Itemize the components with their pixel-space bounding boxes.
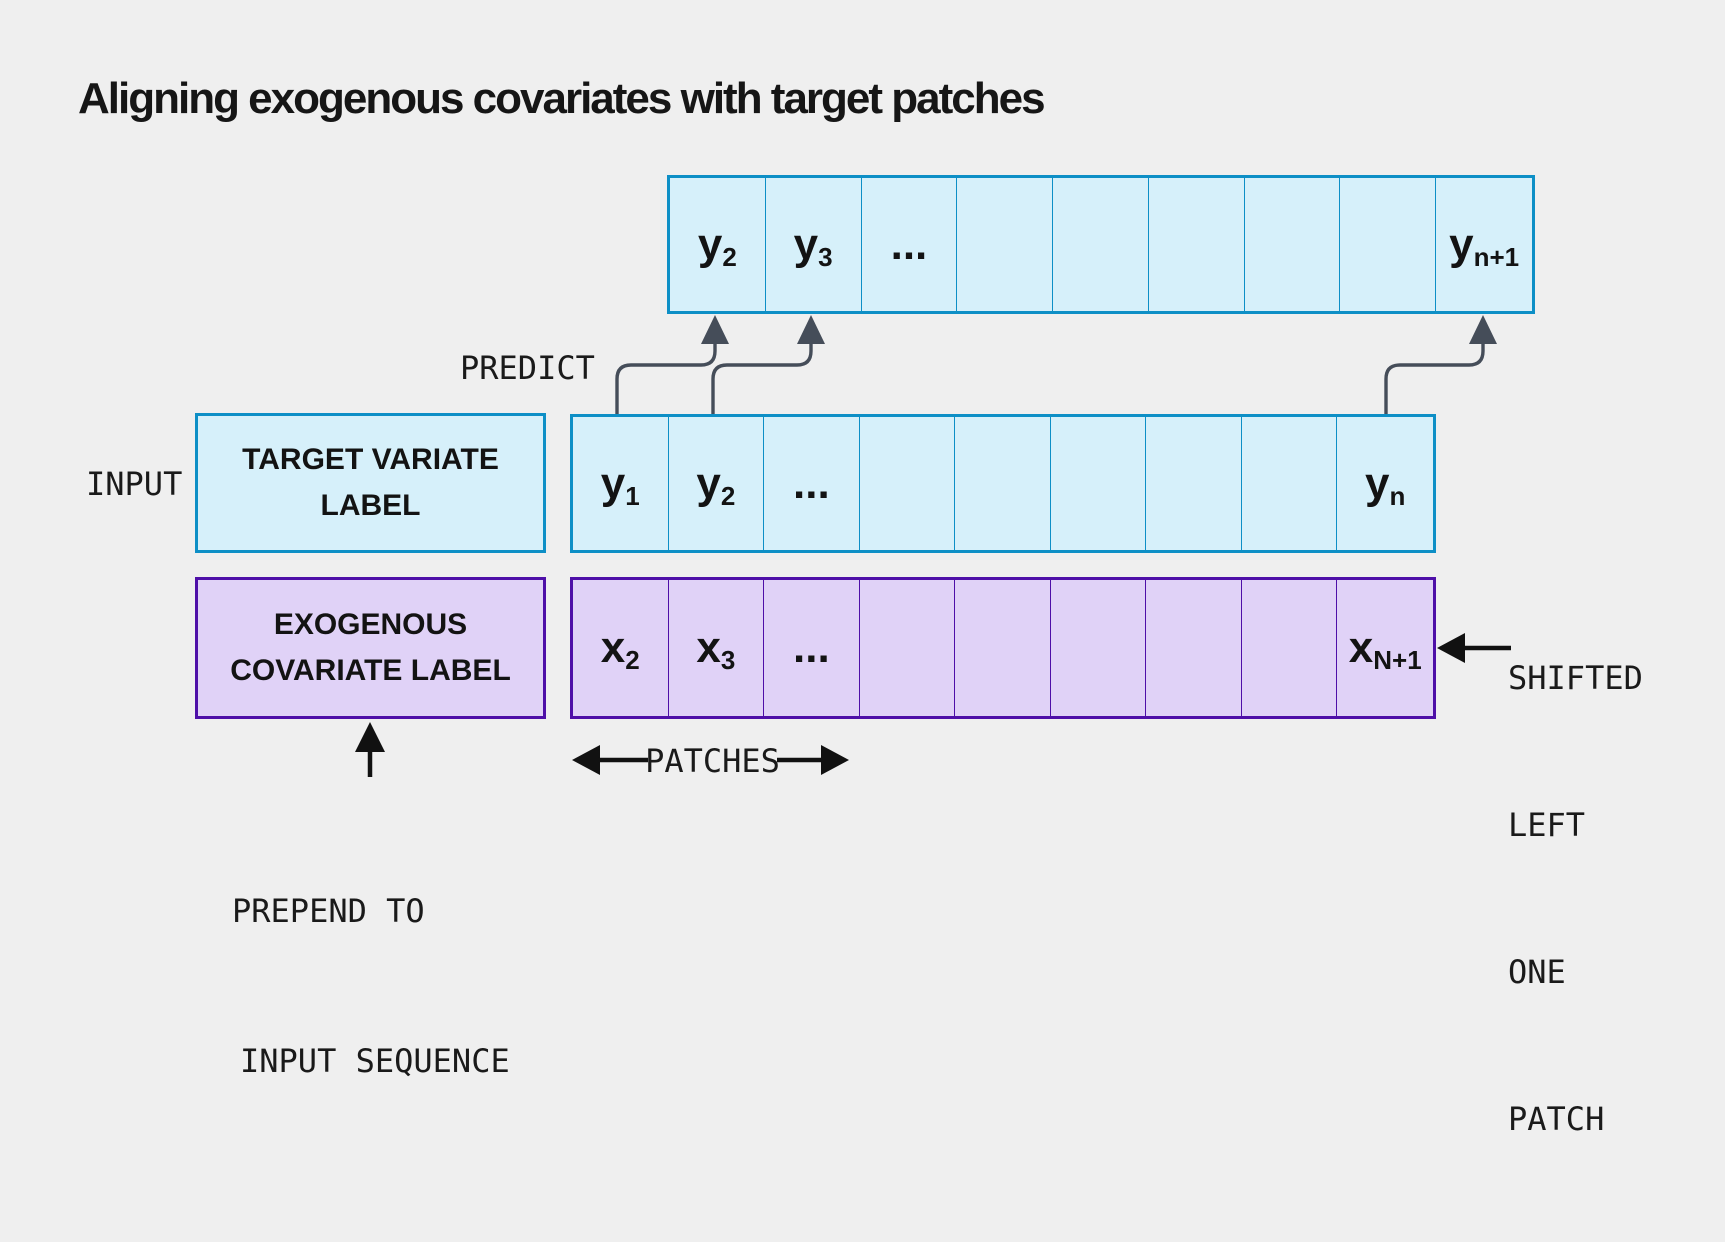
patch-sublabel: 2 [720, 480, 736, 511]
shifted-line: SHIFTED [1508, 659, 1643, 697]
patch-label: x [696, 623, 721, 672]
patch-label: y [697, 219, 723, 269]
predict-arrowhead-2 [797, 315, 825, 344]
patch-label: ... [793, 458, 830, 508]
patch-cell [1146, 580, 1242, 716]
prepend-arrowhead [355, 722, 385, 752]
diagram-canvas: Aligning exogenous covariates with targe… [78, 74, 1643, 1138]
predict-arrowhead-3 [1469, 315, 1497, 344]
exogenous-label-line2: COVARIATE LABEL [230, 654, 511, 687]
input-annotation: INPUT [86, 465, 183, 503]
patch-sublabel: 2 [722, 241, 737, 272]
patches-arrowhead-left [572, 745, 600, 775]
patch-cell [955, 580, 1051, 716]
patch-cell [860, 580, 956, 716]
patch-label: ... [890, 219, 928, 269]
shifted-left-annotation: SHIFTED LEFT ONE PATCH [1508, 556, 1643, 1242]
predict-arrowhead-1 [701, 315, 729, 344]
patch-cell [955, 417, 1051, 550]
patch-cell: ... [764, 417, 860, 550]
shifted-left-arrow [1437, 633, 1511, 663]
shifted-line: ONE [1508, 953, 1566, 991]
target-variate-label-box: TARGET VARIATE LABEL [195, 413, 546, 553]
patch-cell [1051, 580, 1147, 716]
patch-cell [1245, 178, 1341, 311]
target-variate-label-line1: TARGET VARIATE [242, 442, 499, 476]
patch-label: y [1365, 458, 1390, 508]
shifted-line: PATCH [1508, 1100, 1605, 1138]
patch-sublabel: N+1 [1373, 645, 1422, 675]
predict-arrow-1 [615, 344, 717, 414]
patch-cell: y n+1 [1436, 178, 1532, 311]
exogenous-covariate-label-box: EXOGENOUS COVARIATE LABEL [195, 577, 546, 719]
patch-cell [1051, 417, 1147, 550]
predict-arrow-3 [1384, 344, 1485, 414]
patch-label: x [1348, 623, 1374, 672]
shifted-arrowhead [1437, 633, 1465, 663]
prepend-line: PREPEND TO [232, 892, 425, 930]
patches-annotation: PATCHES [645, 742, 780, 780]
patch-label: y [793, 219, 819, 269]
patch-cell: x N+1 [1337, 580, 1433, 716]
patch-cell [1340, 178, 1437, 311]
patch-cell [860, 417, 956, 550]
shifted-line: LEFT [1508, 806, 1586, 844]
exogenous-label-line1: EXOGENOUS [273, 607, 468, 641]
patch-cell [1149, 178, 1245, 311]
patch-label: y [600, 458, 626, 508]
patch-cell [1242, 580, 1338, 716]
prepend-line: INPUT SEQUENCE [240, 1042, 510, 1080]
patch-label: y [696, 458, 721, 508]
patch-sublabel: n [1389, 480, 1406, 511]
patch-cell [1242, 417, 1338, 550]
patch-sublabel: 3 [720, 645, 736, 675]
patch-label: x [600, 623, 626, 672]
target-variate-label-line2: LABEL [320, 489, 421, 522]
patch-sublabel: 1 [625, 480, 640, 511]
patch-label: y [1449, 219, 1474, 269]
patch-cell: ... [862, 178, 958, 311]
patch-cell [957, 178, 1054, 311]
patch-sublabel: n+1 [1473, 241, 1520, 272]
patch-label: ... [793, 623, 830, 672]
patch-cell [1053, 178, 1149, 311]
patch-sublabel: 2 [625, 645, 640, 675]
prepend-annotation: PREPEND TO INPUT SEQUENCE [232, 786, 510, 1186]
predict-arrow-2 [711, 344, 813, 414]
patches-arrowhead-right [821, 745, 849, 775]
page-title: Aligning exogenous covariates with targe… [78, 74, 1046, 123]
prepend-arrow [355, 722, 385, 777]
patch-cell [1146, 417, 1242, 550]
patch-sublabel: 3 [818, 241, 833, 272]
patch-cell: ... [764, 580, 860, 716]
predict-annotation: PREDICT [460, 349, 595, 387]
